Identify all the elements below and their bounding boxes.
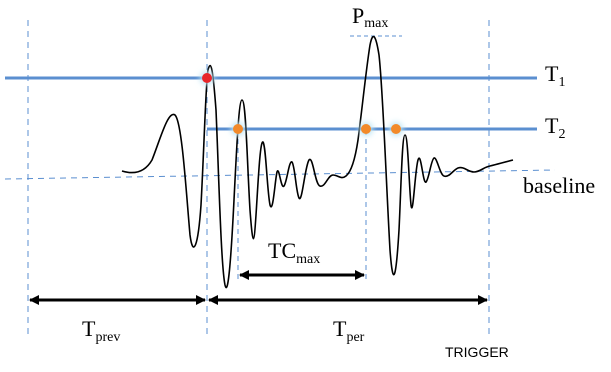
label-tprev: Tprev	[82, 316, 120, 345]
label-pmax: Pmax	[352, 3, 388, 31]
crossing-t1-dot	[202, 73, 212, 83]
label-baseline: baseline	[523, 173, 595, 198]
crossing-t2-b-dot	[361, 124, 371, 134]
crossing-t2-c-dot	[391, 124, 401, 134]
label-trigger: TRIGGER	[445, 344, 509, 360]
label-tper: Tper	[333, 316, 365, 345]
signal-waveform	[121, 35, 514, 289]
label-t2: T2	[545, 113, 565, 142]
crossing-t2-a-dot	[233, 124, 243, 134]
label-tcmax: TCmax	[268, 238, 320, 267]
label-t1: T1	[545, 61, 565, 90]
